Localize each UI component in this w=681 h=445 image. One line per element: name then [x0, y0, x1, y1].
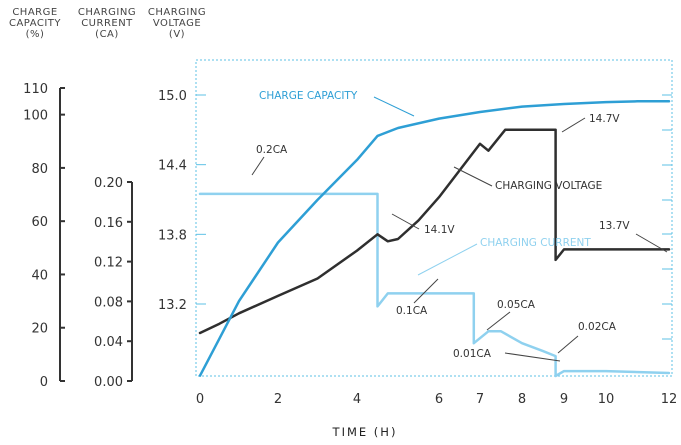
voltage-tick-label: 13.8 — [158, 228, 187, 243]
current-tick-label: 0.04 — [94, 335, 123, 350]
label-0.2ca: 0.2CA — [256, 144, 288, 156]
leader-charging-voltage — [453, 166, 493, 187]
leader-charging-current — [417, 243, 478, 276]
series-group — [198, 100, 671, 378]
current-tick-label: 0.08 — [94, 295, 123, 310]
x-tick-label: 4 — [353, 392, 361, 407]
voltage-tick-label: 13.2 — [158, 298, 187, 313]
capacity-tick-label: 80 — [31, 162, 48, 177]
label-0.05ca: 0.05CA — [497, 299, 536, 311]
label-charging-voltage: CHARGING VOLTAGE — [495, 180, 602, 192]
series-line-charge-capacity — [198, 100, 671, 377]
label-13.7v: 13.7V — [599, 220, 630, 232]
axes-group: 0204060801001100.000.040.080.120.160.201… — [23, 82, 677, 407]
x-tick-label: 8 — [518, 392, 526, 407]
voltage-tick-label: 14.4 — [158, 159, 187, 174]
leader-0.01ca — [504, 352, 561, 362]
capacity-tick-label: 0 — [40, 375, 48, 390]
x-tick-label: 2 — [274, 392, 282, 407]
capacity-tick-label: 20 — [31, 322, 48, 337]
current-tick-label: 0.16 — [94, 216, 123, 231]
x-tick-label: 0 — [196, 392, 204, 407]
capacity-tick-label: 60 — [31, 215, 48, 230]
leader-0.02ca — [557, 335, 579, 354]
label-14.1v: 14.1V — [424, 224, 455, 236]
leader-13.7v — [635, 233, 668, 253]
leader-charge-capacity — [373, 96, 415, 117]
capacity-tick-label: 100 — [23, 109, 48, 124]
label-charge-capacity: CHARGE CAPACITY — [259, 90, 358, 102]
capacity-tick-label: 40 — [31, 268, 48, 283]
label-charging-current: CHARGING CURRENT — [480, 237, 591, 249]
axis-header-1: CHARGING CURRENT (CA) — [78, 7, 136, 40]
x-tick-label: 10 — [598, 392, 615, 407]
plot-area-border — [195, 59, 673, 377]
leader-0.1ca — [413, 278, 439, 304]
label-0.1ca: 0.1CA — [396, 305, 428, 317]
leader-14.7v — [561, 117, 586, 133]
series-line-charging-voltage — [198, 128, 671, 335]
current-tick-label: 0.20 — [94, 176, 123, 191]
axis-header-2: CHARGING VOLTAGE (V) — [148, 7, 206, 40]
x-tick-label: 12 — [661, 392, 678, 407]
series-line-charging-current — [198, 192, 671, 378]
label-0.01ca: 0.01CA — [453, 348, 492, 360]
capacity-tick-label: 110 — [23, 82, 48, 97]
label-14.7v: 14.7V — [589, 113, 620, 125]
leader-0.2ca — [251, 156, 265, 176]
x-tick-label: 7 — [476, 392, 484, 407]
leader-0.05ca — [486, 311, 511, 331]
current-tick-label: 0.00 — [94, 375, 123, 390]
voltage-tick-label: 15.0 — [158, 89, 187, 104]
label-0.02ca: 0.02CA — [578, 321, 617, 333]
leader-14.1v — [391, 213, 420, 230]
annotations-group: CHARGE CAPACITY 0.2CA CHARGING VOLTAGE 14.7… — [251, 90, 668, 362]
axis-headers: CHARGE CAPACITY (%) CHARGING CURRENT (CA) CHAR… — [9, 7, 206, 40]
x-tick-label: 9 — [560, 392, 568, 407]
x-tick-label: 6 — [435, 392, 443, 407]
axis-header-0: CHARGE CAPACITY (%) — [9, 7, 61, 40]
x-axis-label: TIME (H) — [332, 425, 398, 439]
current-tick-label: 0.12 — [94, 256, 123, 271]
